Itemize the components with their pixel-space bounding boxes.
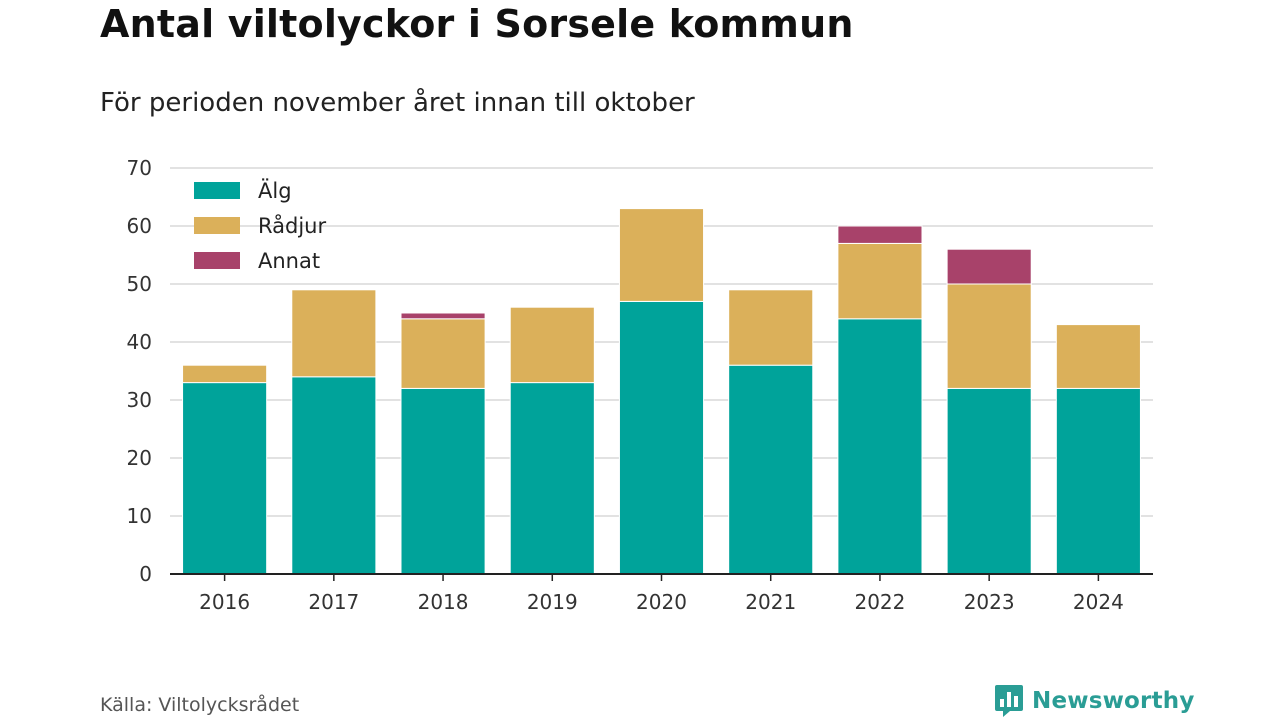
- bar-segment: [509, 382, 595, 575]
- x-tick-label: 2022: [854, 590, 905, 614]
- bar-segment: [509, 306, 595, 384]
- x-tick-label: 2019: [527, 590, 578, 614]
- brand-name: Newsworthy: [1032, 688, 1195, 714]
- bar-segment: [182, 382, 268, 575]
- bar-segment: [946, 387, 1032, 575]
- bar-segment: [728, 364, 814, 575]
- bar-segment: [618, 208, 705, 302]
- bar-segment: [946, 248, 1032, 285]
- legend-swatch: [194, 252, 240, 269]
- y-tick-label: 10: [127, 504, 152, 528]
- x-tick-label: 2017: [308, 590, 359, 614]
- bar-segment: [837, 318, 923, 575]
- x-tick-label: 2021: [745, 590, 796, 614]
- legend-label: Rådjur: [258, 213, 326, 238]
- x-tick-label: 2023: [964, 590, 1015, 614]
- legend-label: Annat: [258, 249, 320, 273]
- y-tick-label: 20: [127, 446, 152, 470]
- x-tick-label: 2024: [1073, 590, 1124, 614]
- bar-chart-logo-icon: [995, 685, 1023, 717]
- source-text: Källa: Viltolycksrådet: [100, 694, 300, 716]
- bar-segment: [618, 300, 705, 575]
- bar-segment: [1055, 387, 1141, 575]
- bar-segment: [837, 242, 923, 320]
- legend-swatch: [194, 182, 240, 199]
- y-tick-label: 70: [127, 156, 152, 180]
- x-tick-label: 2020: [636, 590, 687, 614]
- y-tick-label: 50: [127, 272, 152, 296]
- bar-segment: [728, 289, 814, 366]
- y-tick-label: 60: [127, 214, 152, 238]
- bar-segment: [400, 387, 486, 575]
- bar-segment: [291, 376, 377, 575]
- bar-segment: [291, 289, 377, 378]
- brand-logo: Newsworthy: [994, 684, 1195, 718]
- chart-subtitle: För perioden november året innan till ok…: [100, 88, 695, 118]
- bar-segment: [400, 312, 486, 320]
- y-tick-label: 40: [127, 330, 152, 354]
- bar-segment: [1055, 324, 1141, 389]
- x-tick-label: 2018: [418, 590, 469, 614]
- bar-segment: [400, 318, 486, 389]
- y-tick-label: 0: [139, 562, 152, 586]
- legend-label: Älg: [258, 178, 292, 203]
- y-tick-label: 30: [127, 388, 152, 412]
- bar-segment: [837, 225, 923, 244]
- bar-segment: [946, 283, 1032, 389]
- legend-swatch: [194, 217, 240, 234]
- x-tick-label: 2016: [199, 590, 250, 614]
- chart-title: Antal viltolyckor i Sorsele kommun: [100, 2, 854, 46]
- bar-segment: [182, 364, 268, 384]
